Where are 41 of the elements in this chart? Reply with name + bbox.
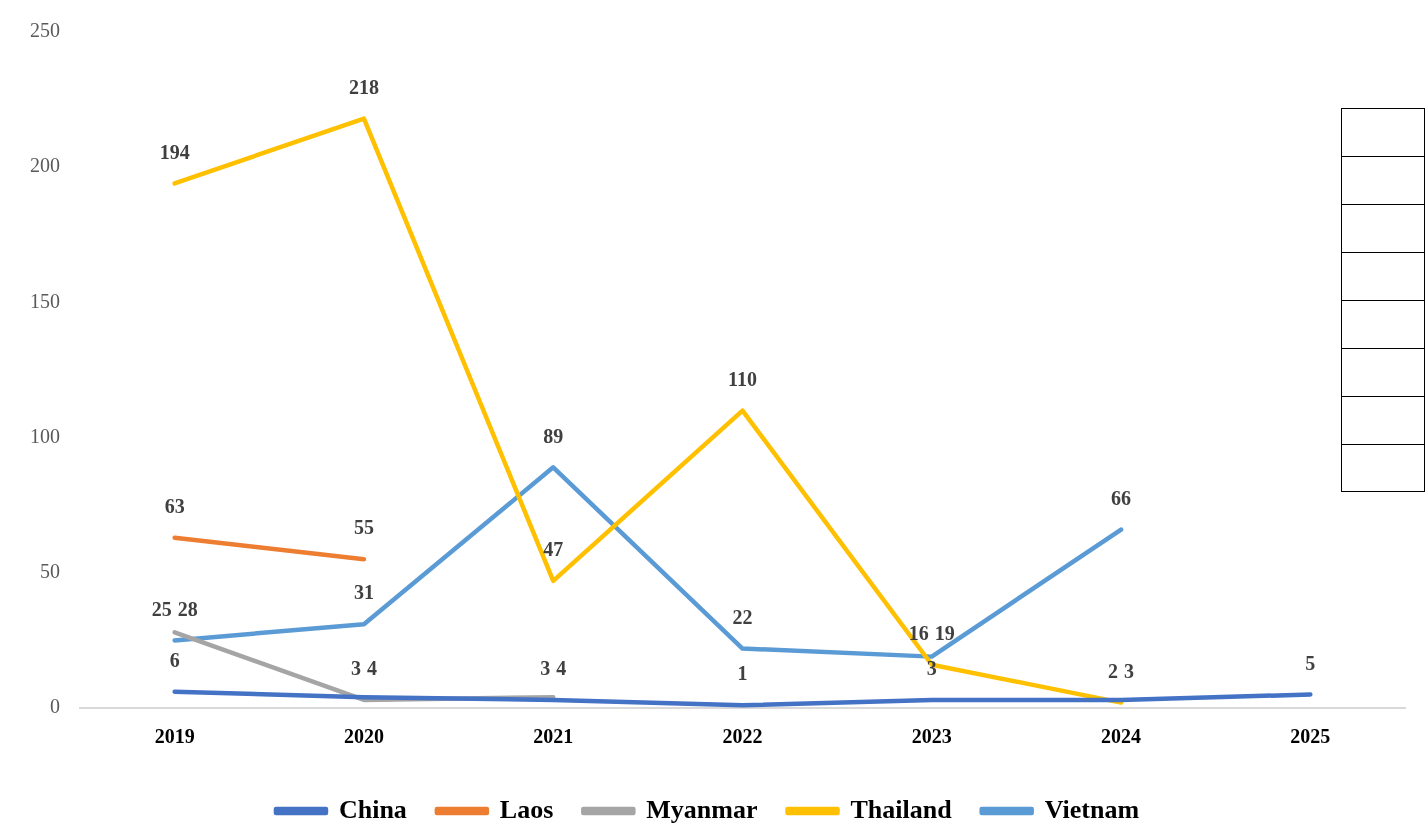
x-tick-label: 2024 [1101,725,1142,748]
data-label: 6 [169,648,180,671]
data-label: 28 [177,597,198,620]
data-label: 194 [159,140,190,163]
data-label: 218 [348,75,379,98]
data-label: 66 [1111,486,1132,509]
data-label: 19 [934,621,955,644]
legend-label: Myanmar [646,794,758,824]
data-label: 31 [353,581,374,604]
legend-label: China [338,794,407,824]
data-label: 3 [1124,659,1135,682]
data-label: 16 [908,621,929,644]
x-tick-label: 2019 [154,725,195,748]
y-tick-label: 200 [30,154,60,177]
x-tick-label: 2022 [722,725,763,748]
data-label: 63 [164,494,185,517]
y-tick-label: 150 [30,289,60,312]
data-label: 5 [1305,651,1316,674]
y-tick-label: 50 [40,560,60,583]
data-label: 1 [737,662,748,685]
data-label: 110 [728,367,757,390]
y-tick-label: 100 [30,424,60,447]
x-tick-label: 2021 [533,725,574,748]
data-label: 2 [1108,659,1119,682]
data-label: 22 [732,605,753,628]
data-label: 89 [543,424,564,447]
legend-label: Thailand [850,794,953,824]
x-tick-label: 2023 [911,725,952,748]
legend-label: Vietnam [1044,794,1140,824]
data-label: 25 [151,597,172,620]
data-label: 4 [556,657,567,680]
data-label: 3 [540,657,551,680]
data-label: 4 [366,657,377,680]
data-label: 55 [353,516,374,539]
legend-label: Laos [499,794,554,824]
x-tick-label: 2020 [343,725,384,748]
data-label: 3 [350,657,361,680]
y-tick-label: 250 [30,19,60,42]
data-label: 47 [543,538,564,561]
y-tick-label: 0 [50,695,60,718]
x-tick-label: 2025 [1290,725,1331,748]
